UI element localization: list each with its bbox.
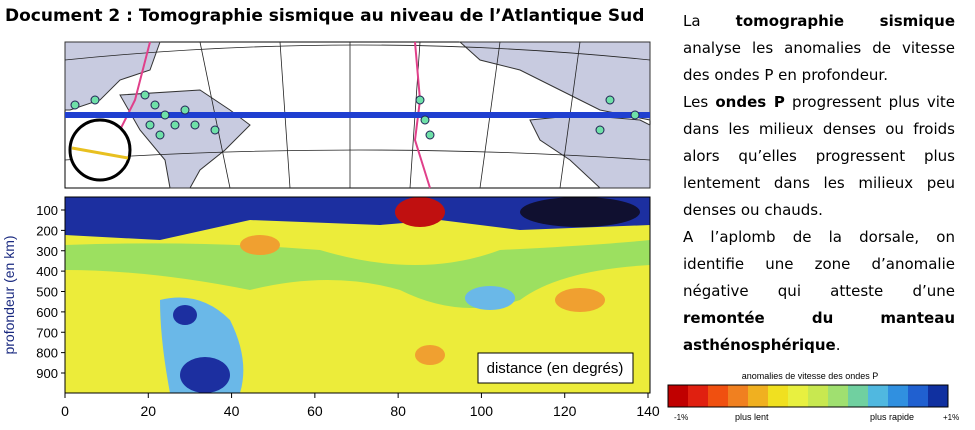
legend-min: -1% bbox=[674, 413, 688, 422]
legend-fast: plus rapide bbox=[870, 412, 914, 422]
tomography bbox=[64, 196, 651, 394]
scale-swatch bbox=[828, 385, 848, 407]
scale-swatch bbox=[708, 385, 728, 407]
x-axis-label: distance (en degrés) bbox=[487, 360, 624, 377]
y-tick-label: 400 bbox=[36, 264, 58, 279]
y-axis-label: profondeur (en km) bbox=[1, 235, 17, 354]
scale-swatch bbox=[908, 385, 928, 407]
bold-text: remontée du manteau asthénosphérique bbox=[683, 309, 955, 354]
y-tick-label: 800 bbox=[36, 346, 58, 361]
bold-text: ondes P bbox=[715, 93, 785, 111]
x-tick-label: 40 bbox=[224, 403, 240, 419]
scale-swatch bbox=[688, 385, 708, 407]
legend-slow: plus lent bbox=[735, 412, 769, 422]
y-tick-label: 600 bbox=[36, 305, 58, 320]
text: A l’aplomb de la dorsale, on identifie u… bbox=[683, 228, 955, 300]
scale-swatch bbox=[808, 385, 828, 407]
scale-swatch bbox=[668, 385, 688, 407]
figure: distance (en degrés) profondeur (en km) … bbox=[1, 41, 660, 419]
document-title: Document 2 : Tomographie sismique au niv… bbox=[5, 6, 645, 26]
y-tick-label: 100 bbox=[36, 203, 58, 218]
text: Les bbox=[683, 93, 716, 111]
y-tick-label: 200 bbox=[36, 223, 58, 238]
scale-swatch bbox=[888, 385, 908, 407]
x-tick-label: 80 bbox=[390, 403, 406, 419]
scale-swatch bbox=[928, 385, 948, 407]
paragraph: Les ondes P progressent plus vite dans l… bbox=[683, 89, 955, 224]
x-tick-label: 60 bbox=[307, 403, 323, 419]
bold-text: tomographie sismique bbox=[735, 12, 955, 30]
text-block: La tomographie sismique analyse les anom… bbox=[683, 8, 955, 359]
scale-swatch bbox=[848, 385, 868, 407]
y-tick-label: 700 bbox=[36, 325, 58, 340]
x-tick-label: 100 bbox=[470, 403, 494, 419]
x-tick-label: 120 bbox=[553, 403, 577, 419]
y-tick-label: 900 bbox=[36, 366, 58, 381]
scale-swatch bbox=[868, 385, 888, 407]
paragraph: La tomographie sismique analyse les anom… bbox=[683, 8, 955, 89]
color-scale: anomalies de vitesse des ondes P -1% plu… bbox=[667, 371, 959, 422]
scale-swatch bbox=[788, 385, 808, 407]
x-tick-label: 140 bbox=[636, 403, 660, 419]
text: . bbox=[835, 336, 841, 354]
scale-swatch bbox=[728, 385, 748, 407]
text: analyse les anomalies de vitesse des ond… bbox=[683, 39, 955, 84]
y-tick-label: 500 bbox=[36, 285, 58, 300]
paragraph: A l’aplomb de la dorsale, on identifie u… bbox=[683, 224, 955, 359]
scale-swatch bbox=[748, 385, 768, 407]
map bbox=[64, 41, 651, 189]
x-tick-label: 0 bbox=[61, 403, 69, 419]
y-tick-label: 300 bbox=[36, 244, 58, 259]
x-tick-label: 20 bbox=[140, 403, 156, 419]
legend-max: +1% bbox=[943, 413, 959, 422]
text: La bbox=[683, 12, 736, 30]
scale-swatch bbox=[768, 385, 788, 407]
legend-title: anomalies de vitesse des ondes P bbox=[742, 371, 879, 381]
text: progressent plus vite dans les milieux d… bbox=[683, 93, 956, 219]
